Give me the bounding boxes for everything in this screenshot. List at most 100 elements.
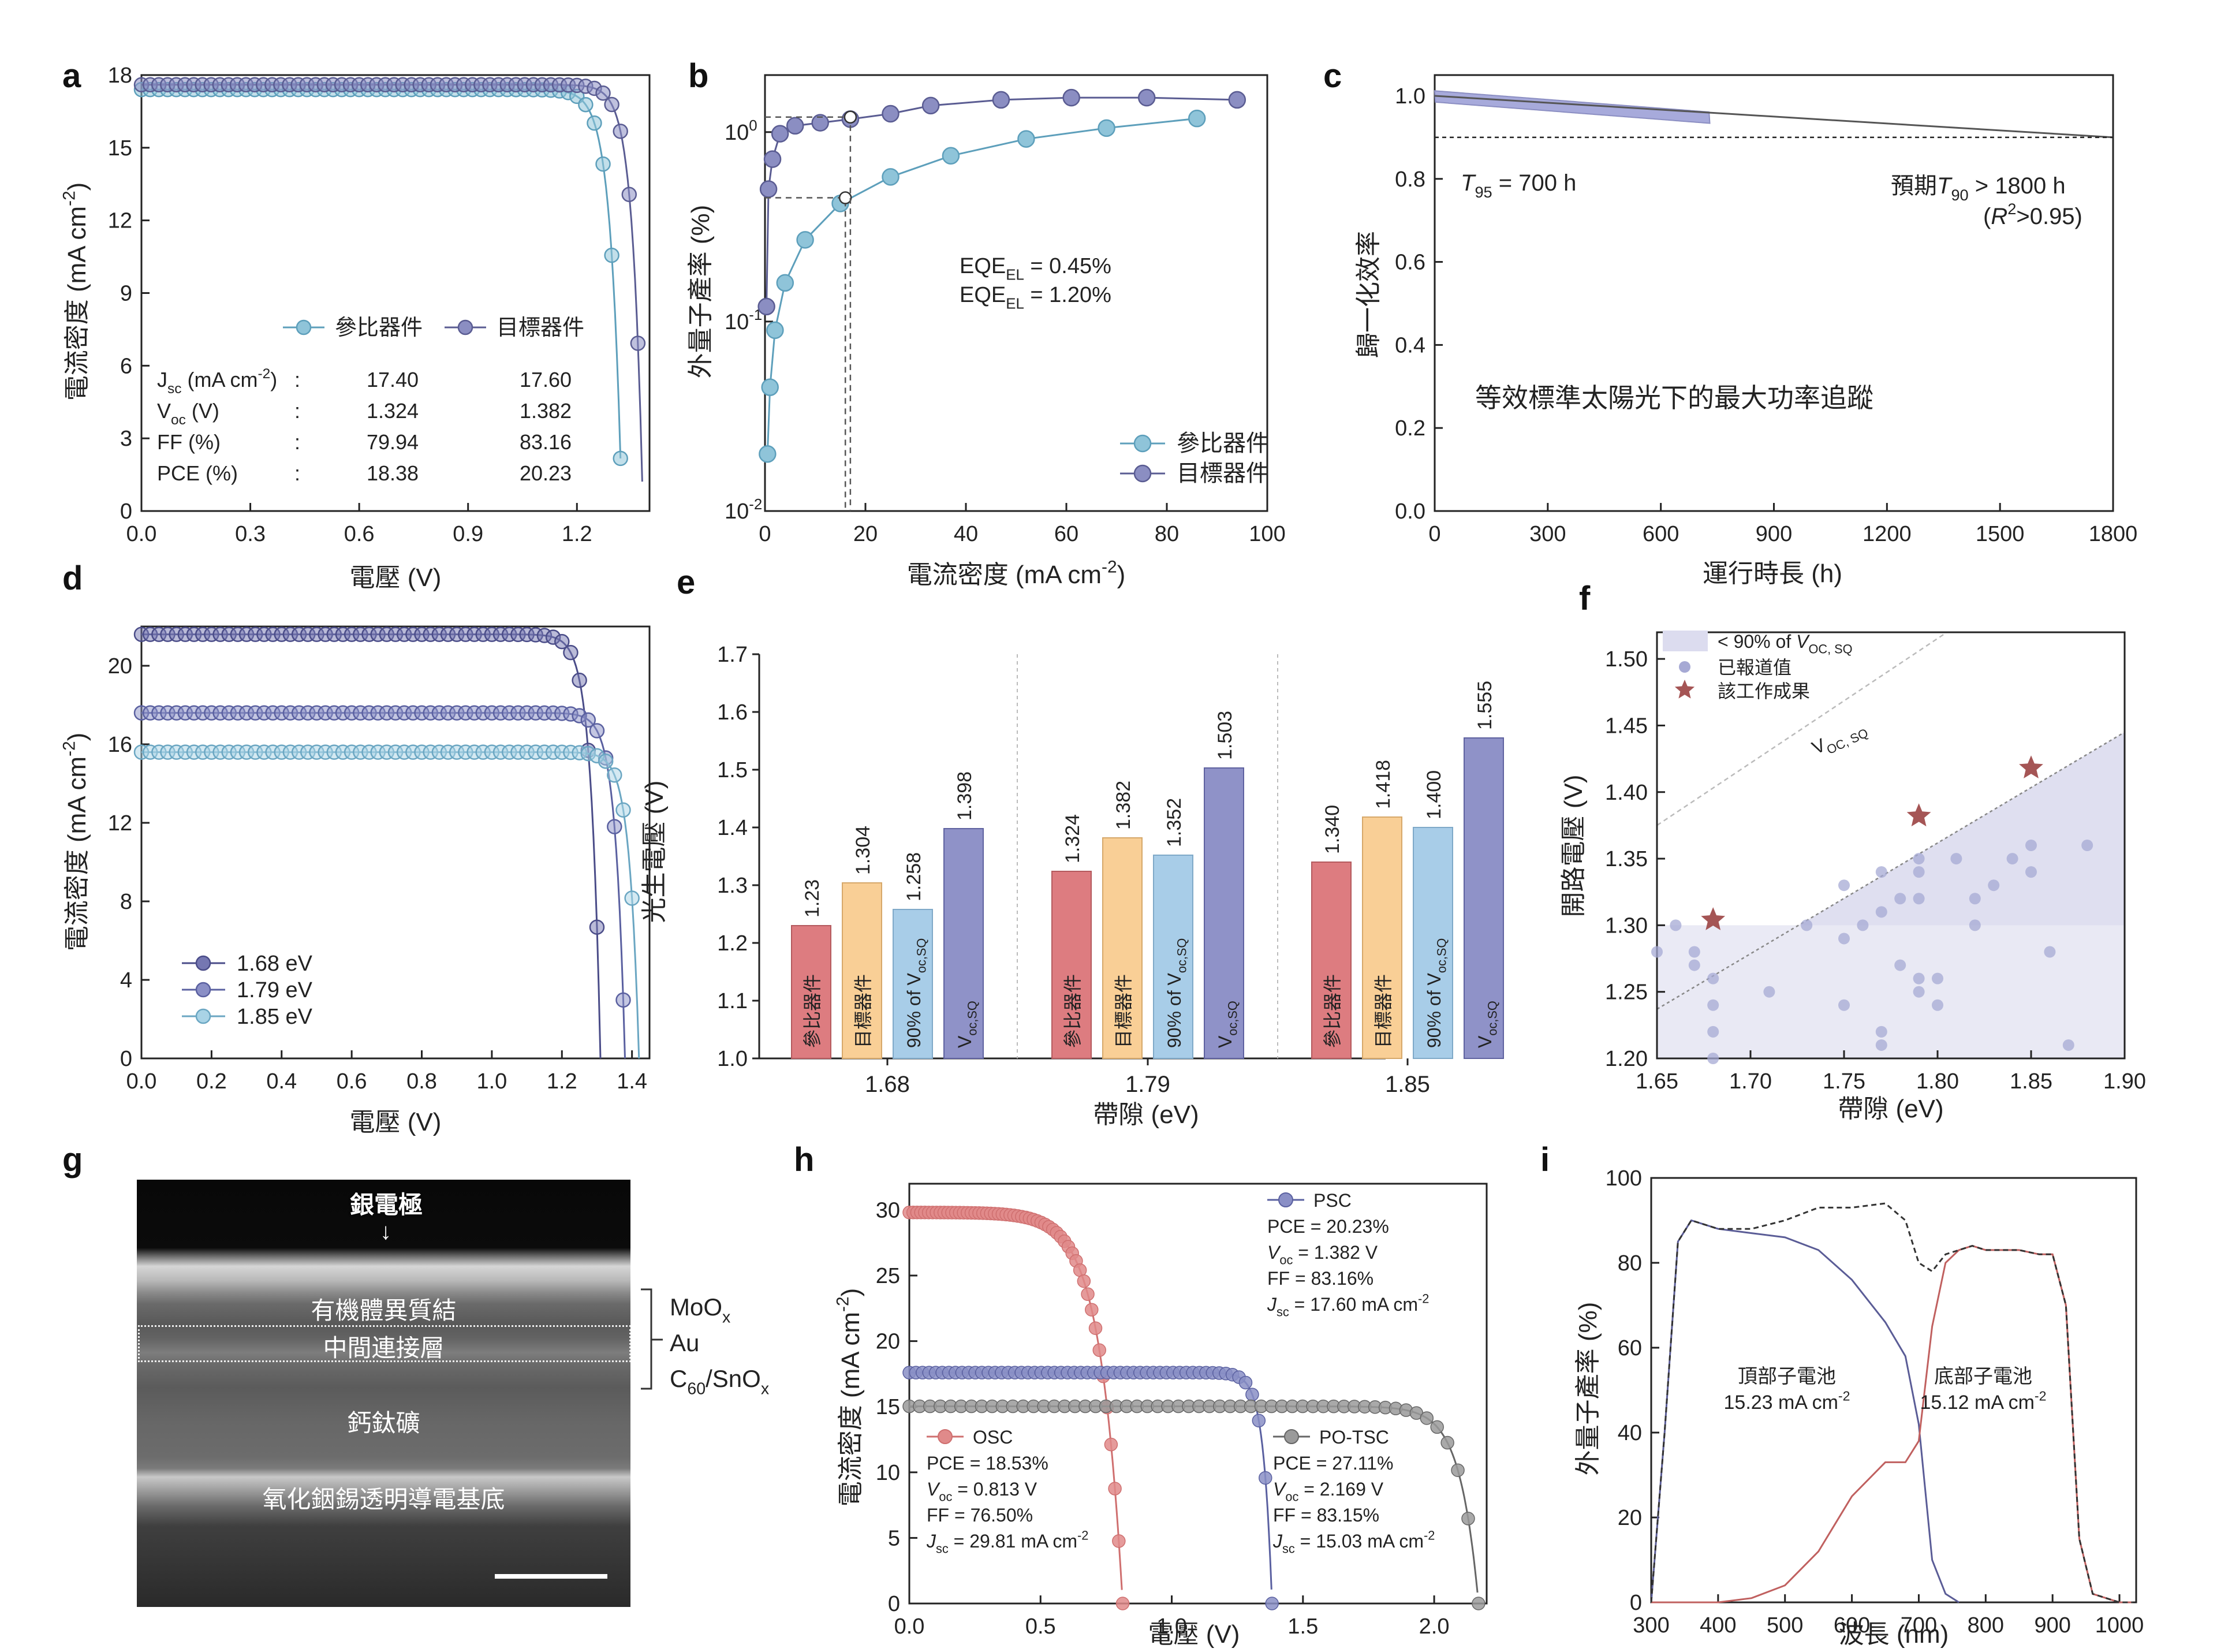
bar-value-label: 1.258 xyxy=(903,852,925,901)
osc-ff: FF = 76.50% xyxy=(927,1505,1033,1526)
x-tick-label: 1.0 xyxy=(476,1069,507,1094)
x-tick-label: 1.85 xyxy=(2010,1069,2052,1094)
tracking-note: 等效標準太陽光下的最大功率追蹤 xyxy=(1475,383,1873,413)
y-tick-label: 100 xyxy=(725,118,757,145)
bar-value-label: 1.398 xyxy=(954,771,976,821)
jv-point-0 xyxy=(1112,1534,1126,1548)
y-tick-label: 0.8 xyxy=(1395,167,1425,192)
plot-frame xyxy=(764,74,1268,512)
jv-point-2 xyxy=(615,802,631,818)
panel-label-a: a xyxy=(62,57,81,95)
x-tick-label: 300 xyxy=(1529,522,1566,546)
axes-i: 300 400 500 600 700 800 900 1000 0 20 40 60 80 100 xyxy=(1606,1166,2144,1638)
legend-marker xyxy=(195,955,211,971)
y-tick-label: 1.35 xyxy=(1605,847,1648,871)
y-tick-label: 20 xyxy=(108,654,132,678)
bar-inner-label: Voc,SQ xyxy=(1475,1001,1500,1048)
bar-2 xyxy=(1153,855,1193,1059)
electrode-arrow: ↓ xyxy=(380,1219,391,1244)
x-tick-label: 0.0 xyxy=(126,522,157,546)
table-sep: : xyxy=(294,368,300,391)
y-tick-label: 30 xyxy=(876,1198,900,1222)
y-tick-label: 9 xyxy=(120,282,132,306)
legend-marker xyxy=(195,1008,211,1024)
eqe-point-0 xyxy=(796,231,814,249)
table-tgt-value: 20.23 xyxy=(520,461,572,485)
axes-c: 0 300 600 900 1200 1500 1800 0.0 0.2 0.4 0.6 0.8 1.0 xyxy=(1395,74,2138,546)
eqe-curve-2 xyxy=(1650,1202,2133,1603)
reported-point xyxy=(1913,853,1925,865)
axes-b: 0 20 40 60 80 100 xyxy=(759,74,1286,546)
eqe-point-0 xyxy=(1098,119,1115,137)
jv-point-0 xyxy=(563,644,578,661)
eqe-point-1 xyxy=(1137,88,1156,107)
y-tick-label: 1.5 xyxy=(717,758,748,782)
bar-0 xyxy=(1051,871,1092,1059)
bar-value-label: 1.23 xyxy=(801,879,823,918)
panel-label-b: b xyxy=(688,57,709,95)
legend-label: 1.68 eV xyxy=(237,952,313,976)
t95-annotation: T95 = 700 h xyxy=(1461,170,1576,201)
eqe-point-1 xyxy=(763,150,782,168)
guide-marker xyxy=(838,191,852,204)
panel-label-e: e xyxy=(677,564,696,601)
y-tick-label: 0.2 xyxy=(1395,416,1425,441)
y-tick-label: 1.20 xyxy=(1605,1047,1648,1071)
tsc-voc: Voc = 2.169 V xyxy=(1273,1479,1384,1504)
bottom-cell-label: 底部子電池 xyxy=(1934,1366,2032,1388)
x-tick-label: 20 xyxy=(853,522,878,546)
psc-pce: PCE = 20.23% xyxy=(1267,1216,1389,1237)
eqe-curve-1 xyxy=(1651,1245,2133,1603)
side-label-c60: C60/SnOx xyxy=(670,1365,769,1399)
bar-value-label: 1.555 xyxy=(1474,681,1496,730)
eqe-annotation-ref: EQEEL = 0.45% xyxy=(960,254,1111,283)
x-tick-label: 1800 xyxy=(2089,522,2138,546)
tsc-pce: PCE = 27.11% xyxy=(1273,1453,1393,1474)
jv-point-1 xyxy=(604,96,619,113)
jv-line-2 xyxy=(141,751,640,1059)
x-axis-title: 帶隙 (eV) xyxy=(1093,1101,1199,1129)
jv-point-0 xyxy=(589,919,605,935)
eqe-point-1 xyxy=(786,117,804,135)
x-axis-title: 電壓 (V) xyxy=(350,1108,442,1136)
x-tick-label: 60 xyxy=(1054,522,1078,546)
legend-label-this-work: 該工作成果 xyxy=(1718,681,1810,702)
y-axis-title: 電流密度 (mA cm-2) xyxy=(60,733,91,952)
x-tick-label: 0.8 xyxy=(406,1069,437,1094)
tsc-jsc: Jsc = 15.03 mA cm-2 xyxy=(1272,1528,1435,1556)
y-tick-label: 15 xyxy=(108,136,132,161)
x-tick-label: 0.0 xyxy=(894,1614,925,1639)
bar-inner-label: 90% of Voc,SQ xyxy=(1164,938,1189,1048)
x-tick-label: 0 xyxy=(759,522,771,546)
x-tick-label: 400 xyxy=(1700,1613,1736,1638)
bar-0 xyxy=(791,925,831,1059)
bar-inner-label: 90% of Voc,SQ xyxy=(1424,938,1449,1048)
bar-3 xyxy=(943,828,984,1059)
legend-label-reported: 已報道值 xyxy=(1718,657,1791,678)
x-tick-label: 0.4 xyxy=(266,1069,297,1094)
jv-point-1 xyxy=(630,335,646,351)
jv-point-2 xyxy=(1472,1597,1486,1610)
jv-point-2 xyxy=(624,890,640,906)
x-tick-label: 1.80 xyxy=(1916,1069,1959,1094)
x-axis-title: 電壓 (V) xyxy=(350,564,442,592)
this-work-point xyxy=(2019,755,2043,778)
x-tick-label: 700 xyxy=(1901,1613,1937,1638)
legend-label: 目標器件 xyxy=(1177,461,1269,486)
x-axis-title: 電壓 (V) xyxy=(1148,1620,1240,1649)
eqe-point-0 xyxy=(759,445,777,463)
x-tick-label: 0.5 xyxy=(1025,1614,1056,1639)
x-tick-label: 0.2 xyxy=(196,1069,227,1094)
reported-point xyxy=(1875,1025,1887,1038)
x-tick-label: 900 xyxy=(2034,1613,2070,1638)
legend-marker xyxy=(296,319,312,335)
jv-point-0 xyxy=(1085,1303,1099,1317)
tsc-ff: FF = 83.15% xyxy=(1273,1505,1379,1526)
osc-pce: PCE = 18.53% xyxy=(927,1453,1048,1474)
table-ref-value: 79.94 xyxy=(367,430,419,454)
bar-value-label: 1.503 xyxy=(1214,711,1236,760)
y-axis-title: 歸一化效率 xyxy=(1354,231,1383,358)
bar-inner-label: Voc,SQ xyxy=(1215,1001,1240,1048)
legend-label: 參比器件 xyxy=(1177,431,1269,456)
y-tick-label: 0.0 xyxy=(1395,499,1425,524)
